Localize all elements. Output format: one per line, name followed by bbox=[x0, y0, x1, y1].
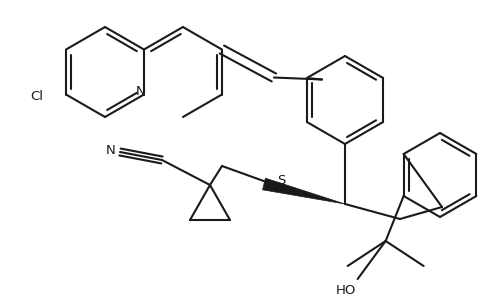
Polygon shape bbox=[263, 178, 345, 204]
Text: S: S bbox=[277, 175, 285, 188]
Text: HO: HO bbox=[335, 284, 356, 297]
Text: Cl: Cl bbox=[30, 90, 43, 103]
Text: N: N bbox=[105, 144, 115, 156]
Text: N: N bbox=[136, 85, 146, 98]
